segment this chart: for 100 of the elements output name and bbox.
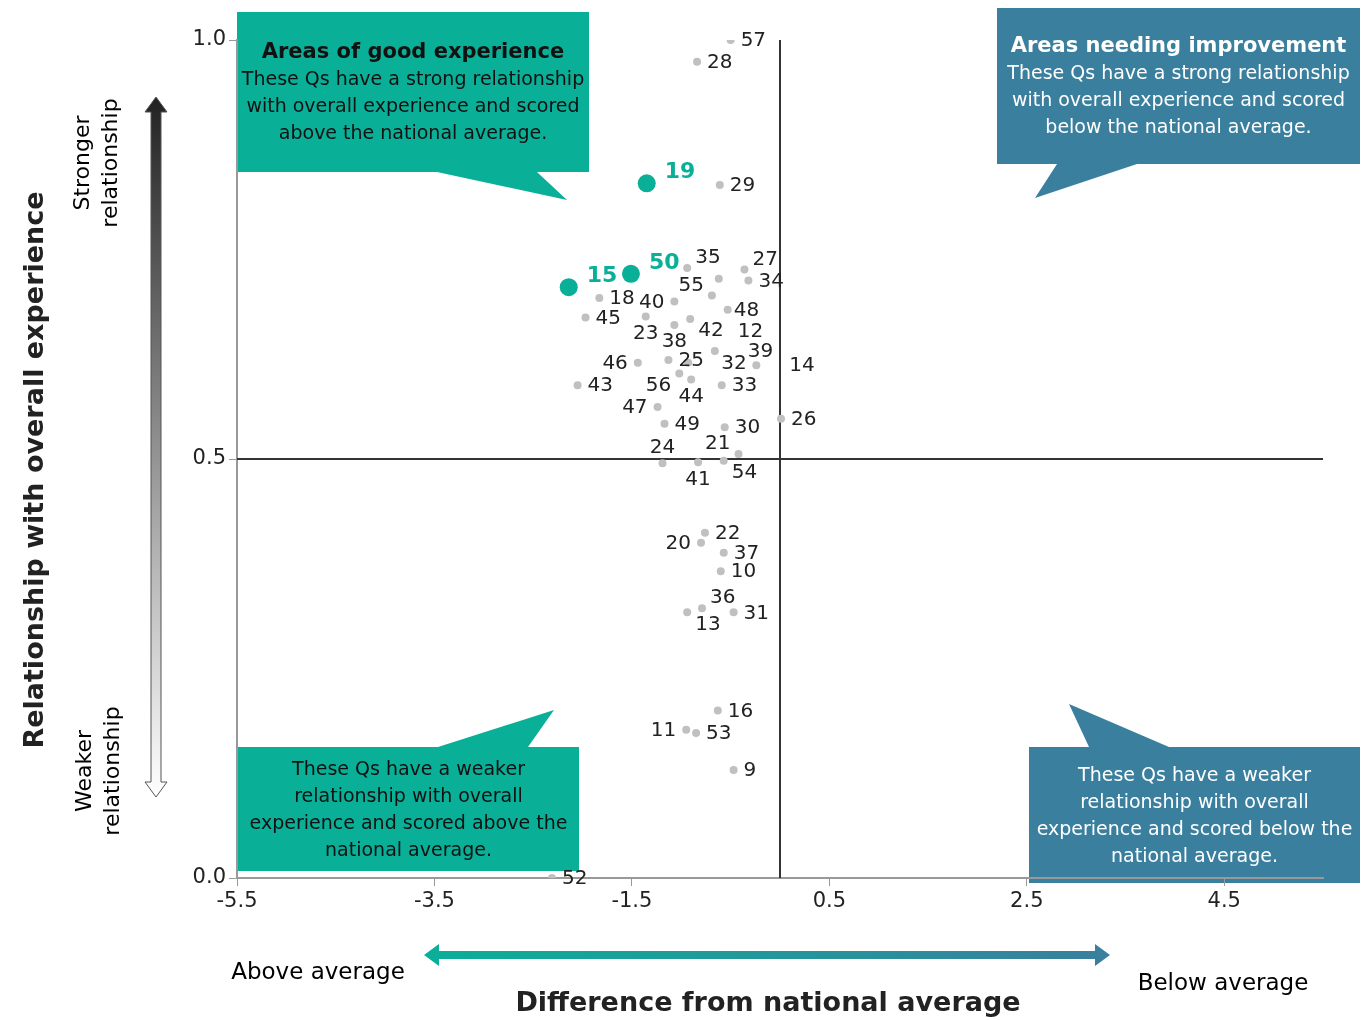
text: Stronger relationship: [68, 97, 123, 230]
text: Below average: [1136, 969, 1310, 995]
text: Above average: [230, 958, 406, 984]
annotation: 22: [714, 519, 741, 544]
x-tick-label: -1.5: [611, 888, 653, 913]
annotation: 40: [638, 288, 665, 313]
annotation: 10: [730, 558, 757, 583]
point: [653, 403, 662, 412]
annotation: 36: [710, 584, 736, 609]
point: [776, 414, 785, 423]
annotation: 29: [729, 172, 756, 197]
point: [719, 456, 728, 465]
annotation: 41: [685, 465, 711, 490]
point: [740, 265, 749, 274]
annotation: 33: [731, 372, 758, 397]
point: [664, 356, 673, 365]
annotation: These Qs have a strong relationship with overall experience and scored above the national average.: [241, 66, 585, 145]
annotation: 56: [645, 371, 672, 396]
point: [573, 381, 582, 390]
annotation: 13: [695, 610, 721, 635]
annotation: 15: [586, 261, 618, 287]
point: [697, 538, 706, 547]
point: [729, 765, 738, 774]
point: [641, 312, 650, 321]
point: [723, 305, 732, 314]
text: Relationship with overall experience: [18, 190, 49, 751]
annotation: 19: [664, 158, 696, 184]
point: [595, 294, 604, 303]
annotation: 14: [789, 352, 815, 377]
y-tick-label: 0.0: [192, 864, 226, 889]
point: [715, 180, 724, 189]
annotation: 28: [707, 48, 733, 73]
annotation: 27: [752, 245, 778, 270]
x-axis-title: Difference from national average: [515, 986, 1021, 1017]
annotation: 46: [602, 349, 628, 374]
annotation: 44: [678, 382, 704, 407]
text: Weaker relationship: [70, 705, 125, 838]
annotation: 32: [721, 349, 747, 374]
point: [670, 320, 679, 329]
annotation: 16: [727, 697, 754, 722]
point: [694, 458, 703, 467]
annotation: 21: [705, 430, 731, 455]
annotation: 54: [731, 458, 758, 483]
annotation: 43: [587, 372, 614, 397]
annotation: 23: [633, 319, 659, 344]
point: [633, 358, 642, 367]
x-tick-label: -5.5: [216, 888, 258, 913]
annotation: Areas of good experience: [260, 38, 566, 65]
annotation: 53: [706, 720, 732, 745]
point: [687, 375, 696, 384]
point: [621, 264, 640, 283]
annotation: 42: [698, 317, 724, 342]
annotation: 24: [649, 434, 676, 459]
point: [700, 528, 709, 537]
annotation: 50: [648, 248, 680, 274]
annotation: 9: [743, 757, 757, 782]
x-tick-label: 4.5: [1207, 888, 1241, 913]
x-tick-label: 0.5: [812, 888, 847, 913]
y-tick-label: 0.5: [192, 445, 226, 470]
annotation: 26: [790, 405, 817, 430]
point: [734, 449, 743, 458]
point: [716, 567, 725, 576]
point: [720, 423, 729, 432]
point: [752, 361, 761, 370]
annotation: Areas needing improvement: [1009, 32, 1348, 59]
annotation: 47: [622, 394, 648, 419]
point: [714, 274, 723, 283]
point: [683, 608, 692, 617]
point: [660, 419, 669, 428]
point: [707, 291, 716, 300]
annotation: 57: [740, 27, 767, 52]
annotation: These Qs have a weaker relationship with overall experience and scored above the national average.: [248, 756, 569, 862]
point: [719, 548, 728, 557]
x-tick-label: 2.5: [1010, 888, 1044, 913]
point: [682, 725, 691, 734]
annotation: 35: [695, 244, 721, 269]
point: [670, 297, 679, 306]
point: [559, 278, 578, 297]
point: [637, 174, 656, 193]
point: [692, 729, 701, 738]
annotation: 49: [674, 411, 700, 436]
point: [581, 313, 590, 322]
point: [717, 381, 726, 390]
point: [744, 276, 753, 285]
point: [683, 263, 692, 272]
point: [693, 57, 702, 66]
annotation: 20: [665, 530, 692, 554]
annotation: 52: [561, 865, 588, 890]
annotation: 30: [734, 414, 761, 439]
point: [658, 459, 667, 468]
y-tick-label: 1.0: [192, 26, 226, 51]
point: [698, 604, 707, 613]
point: [710, 346, 719, 355]
point: [729, 608, 738, 617]
x-tick-label: -3.5: [413, 888, 455, 913]
annotation: 11: [650, 716, 677, 741]
annotation: These Qs have a strong relationship with overall experience and scored below the national average.: [1006, 60, 1351, 139]
annotation: 55: [678, 271, 704, 296]
annotation: These Qs have a weaker relationship with overall experience and scored below the national average.: [1035, 762, 1354, 868]
annotation: 31: [743, 599, 770, 624]
